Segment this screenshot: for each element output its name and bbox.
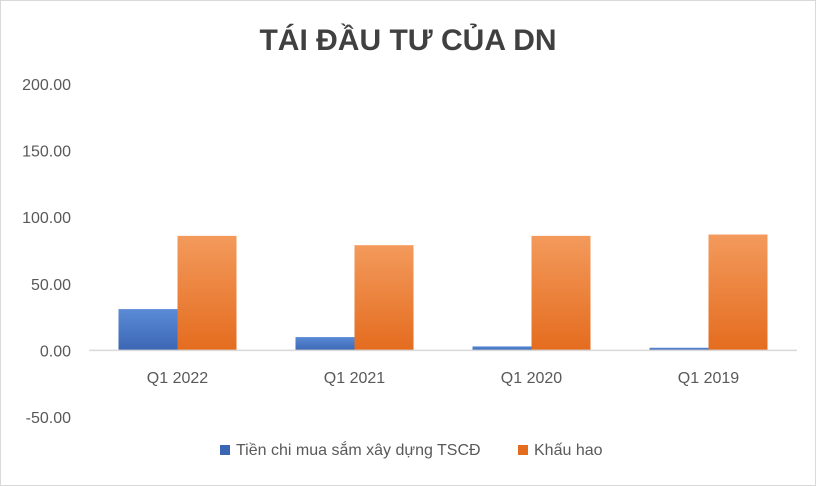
bar-khau-hao: [531, 235, 591, 351]
chart-title: TÁI ĐẦU TƯ CỦA DN: [259, 23, 556, 57]
x-tick-label: Q1 2020: [501, 370, 562, 387]
y-axis-ticks: 200.00 150.00 100.00 50.00 0.00 -50.00: [22, 77, 71, 427]
y-tick-label: 200.00: [22, 77, 71, 94]
y-tick-label: 50.00: [31, 277, 71, 294]
legend-label: Khấu hao: [534, 442, 603, 459]
y-tick-label: 100.00: [22, 210, 71, 227]
bar-tscd: [295, 337, 355, 351]
bar-khau-hao: [708, 234, 768, 351]
legend-swatch: [518, 445, 528, 455]
y-tick-label: 150.00: [22, 144, 71, 161]
x-tick-label: Q1 2022: [147, 370, 208, 387]
bar-tscd: [118, 309, 178, 351]
bar-khau-hao: [354, 245, 414, 351]
legend-swatch: [220, 445, 230, 455]
bar-khau-hao: [177, 235, 237, 351]
x-axis-ticks: Q1 2022 Q1 2021 Q1 2020 Q1 2019: [147, 370, 739, 387]
bar-group: [118, 234, 768, 351]
y-tick-label: 0.00: [40, 343, 71, 360]
bar-tscd: [472, 346, 532, 351]
y-tick-label: -50.00: [26, 410, 71, 427]
legend: Tiền chi mua sắm xây dựng TSCĐ Khấu hao: [220, 440, 603, 459]
x-tick-label: Q1 2019: [678, 370, 739, 387]
legend-label: Tiền chi mua sắm xây dựng TSCĐ: [236, 440, 481, 459]
x-tick-label: Q1 2021: [324, 370, 385, 387]
bar-tscd: [649, 347, 709, 351]
